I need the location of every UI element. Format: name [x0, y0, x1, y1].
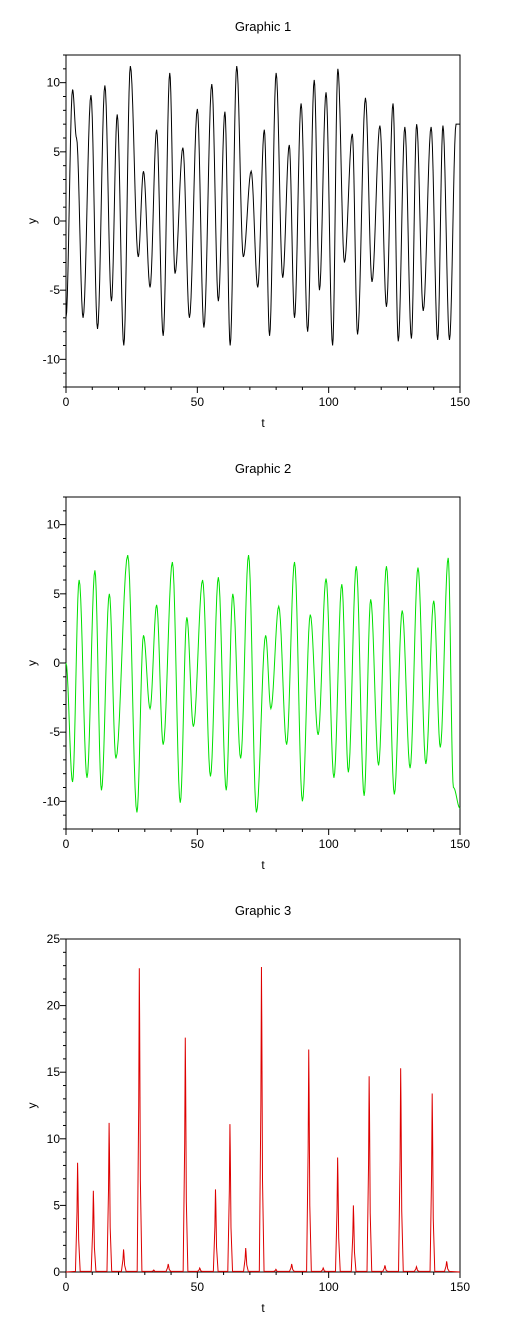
plot-frame [65, 54, 461, 388]
y-tick-label: 15 [47, 1065, 61, 1079]
y-axis-label: y [25, 1103, 39, 1109]
y-tick-label: 0 [53, 214, 60, 228]
y-axis-label: y [25, 218, 39, 224]
chart-1: Graphic 1 0 50 100 150 -10 -5 0 5 10 t y [25, 19, 470, 430]
chart-title: Graphic 3 [235, 903, 291, 918]
series-line [65, 554, 461, 813]
x-tick-label: 150 [450, 395, 470, 409]
plot-frame [65, 938, 461, 1273]
y-tick-label: 10 [47, 76, 61, 90]
x-tick-label: 100 [319, 395, 339, 409]
y-tick-label: 25 [47, 932, 61, 946]
y-tick-label: 10 [47, 518, 61, 532]
chart-3: Graphic 3 0 50 100 150 0 5 10 15 20 25 t y [25, 903, 470, 1315]
x-axis-label: t [261, 1301, 265, 1315]
x-tick-label: 50 [191, 395, 205, 409]
series-line [65, 966, 461, 1273]
x-tick-label: 0 [63, 837, 70, 851]
y-axis-label: y [25, 660, 39, 666]
x-tick-label: 0 [63, 395, 70, 409]
chart-2: Graphic 2 0 50 100 150 -10 -5 0 5 10 t y [25, 461, 470, 872]
y-tick-label: 20 [47, 999, 61, 1013]
chart-title: Graphic 2 [235, 461, 291, 476]
chart-title: Graphic 1 [235, 19, 291, 34]
series-line [65, 65, 460, 346]
y-tick-label: -10 [43, 352, 61, 366]
x-tick-label: 150 [450, 1280, 470, 1294]
y-tick-label: 5 [53, 145, 60, 159]
y-tick-label: -5 [49, 725, 60, 739]
x-tick-label: 50 [191, 837, 205, 851]
x-tick-label: 0 [63, 1280, 70, 1294]
y-tick-label: -10 [43, 794, 61, 808]
x-tick-label: 50 [191, 1280, 205, 1294]
x-axis-label: t [261, 858, 265, 872]
y-tick-label: 5 [53, 1198, 60, 1212]
x-tick-label: 100 [319, 1280, 339, 1294]
x-tick-label: 100 [319, 837, 339, 851]
y-tick-label: 5 [53, 587, 60, 601]
x-axis-label: t [261, 416, 265, 430]
y-tick-label: 10 [47, 1132, 61, 1146]
y-tick-label: 0 [53, 1265, 60, 1279]
y-tick-label: 0 [53, 656, 60, 670]
x-tick-label: 150 [450, 837, 470, 851]
y-tick-label: -5 [49, 283, 60, 297]
